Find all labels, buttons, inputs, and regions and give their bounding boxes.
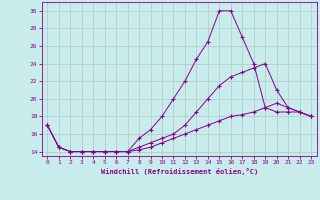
- X-axis label: Windchill (Refroidissement éolien,°C): Windchill (Refroidissement éolien,°C): [100, 168, 258, 175]
